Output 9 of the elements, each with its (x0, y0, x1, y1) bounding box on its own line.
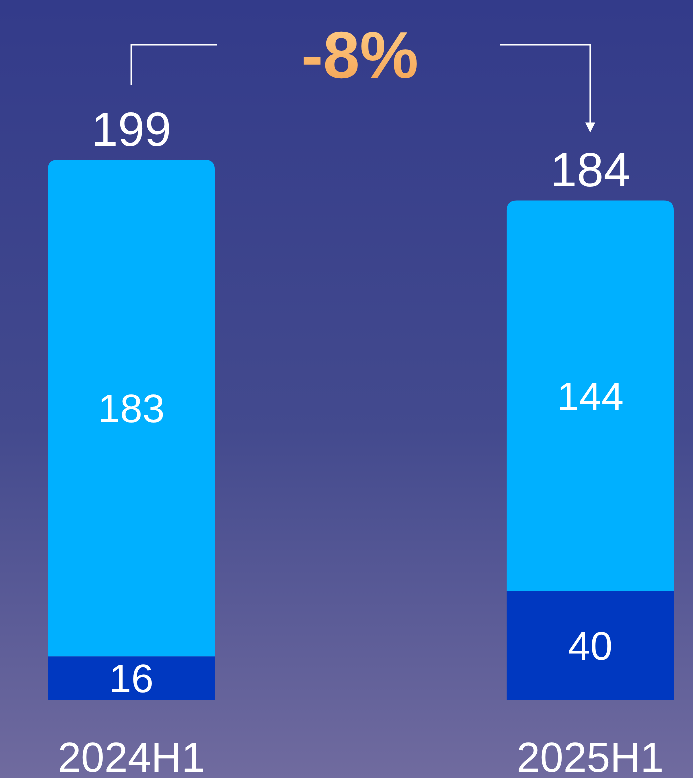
data-label: 16 (109, 658, 154, 702)
text: -8% (301, 18, 419, 92)
data-label: 144 (557, 375, 624, 420)
data-label: 183 (98, 388, 165, 432)
total-label: 199 (91, 104, 172, 157)
data-label: 40 (568, 625, 613, 670)
x-tick-label: 2025H1 (516, 734, 664, 778)
total-label: 184 (550, 144, 631, 198)
x-tick-label: 2024H1 (58, 734, 206, 778)
